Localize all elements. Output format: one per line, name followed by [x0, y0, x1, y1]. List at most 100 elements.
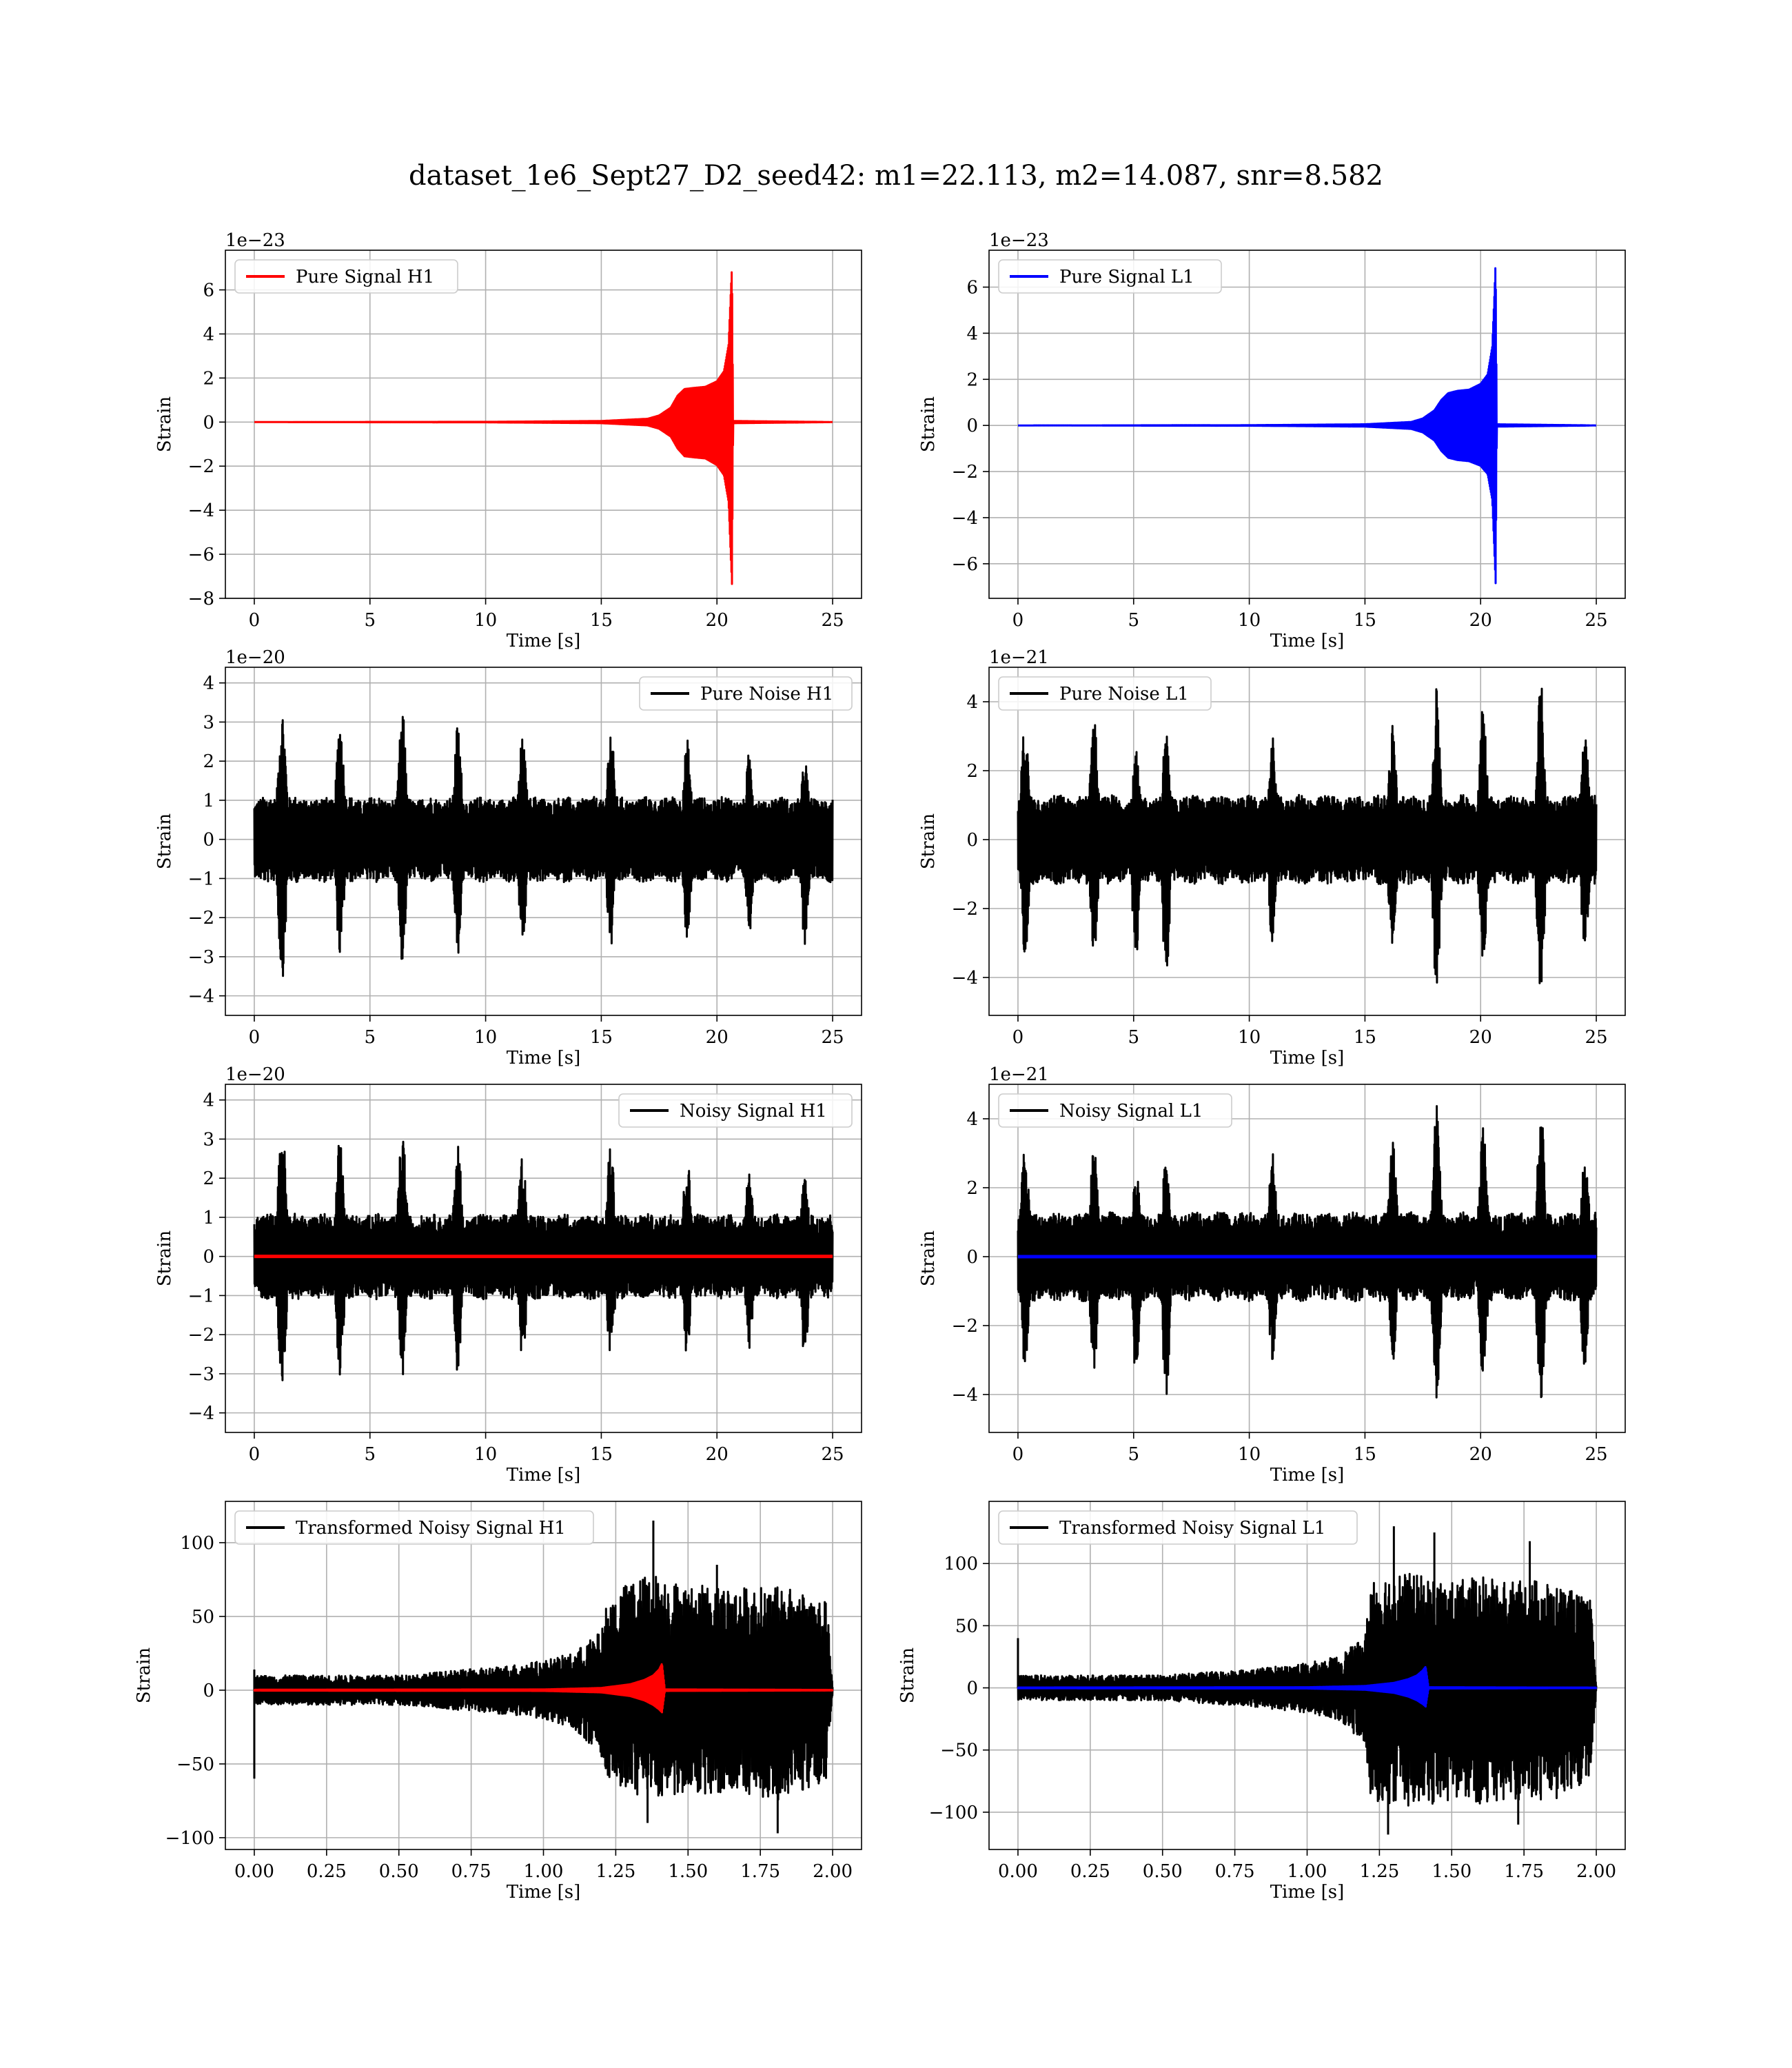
x-tick-label: 1.00: [524, 1861, 564, 1882]
y-tick-label: 0: [966, 830, 978, 851]
y-tick-label: 3: [203, 712, 214, 733]
y-tick-label: −2: [188, 456, 214, 477]
legend: Pure Noise L1: [998, 676, 1212, 711]
x-tick-label: 0: [1012, 1444, 1024, 1465]
plot-area: [1017, 1526, 1598, 1835]
legend: Noisy Signal L1: [998, 1093, 1232, 1128]
y-tick-label: −6: [188, 545, 214, 565]
x-tick-label: 0.50: [1143, 1861, 1183, 1882]
legend-box: [639, 676, 853, 711]
x-tick-label: 15: [590, 610, 613, 631]
legend-label: Noisy Signal H1: [680, 1101, 827, 1122]
offset-label: 1e−23: [225, 230, 285, 251]
x-tick-label: 0.75: [1215, 1861, 1255, 1882]
y-tick-label: −2: [188, 908, 214, 929]
y-tick-label: 50: [955, 1616, 978, 1636]
x-tick-label: 2.00: [1576, 1861, 1616, 1882]
axes-frame: [988, 250, 1626, 599]
plot-area: [253, 1520, 834, 1834]
y-tick-label: 6: [966, 278, 978, 298]
legend: Pure Noise H1: [639, 676, 853, 711]
y-axis-label: Strain: [154, 396, 175, 453]
x-tick-label: 25: [1585, 1444, 1607, 1465]
y-tick-label: −1: [188, 869, 214, 889]
x-tick-label: 15: [1354, 1027, 1376, 1048]
x-axis-label: Time [s]: [1270, 1048, 1345, 1068]
x-tick-label: 25: [1585, 610, 1607, 631]
x-tick-label: 20: [1469, 1027, 1492, 1048]
y-tick-label: 2: [966, 1178, 978, 1199]
y-tick-label: −6: [952, 554, 978, 575]
x-tick-label: 20: [706, 1444, 729, 1465]
y-tick-label: −100: [929, 1803, 978, 1823]
y-tick-label: −1: [188, 1286, 214, 1306]
x-tick-label: 10: [1238, 610, 1261, 631]
legend-label: Pure Noise H1: [700, 684, 833, 704]
plot-area: [253, 716, 834, 977]
axes-frame: [988, 1084, 1626, 1433]
x-tick-label: 1.50: [1432, 1861, 1472, 1882]
x-tick-label: 20: [706, 1027, 729, 1048]
legend-label: Noisy Signal L1: [1059, 1101, 1203, 1122]
legend-box: [234, 259, 458, 294]
x-tick-label: 10: [474, 1444, 497, 1465]
x-tick-label: 0.25: [307, 1861, 347, 1882]
y-tick-label: 4: [966, 692, 978, 713]
legend-box: [998, 1510, 1358, 1545]
y-tick-label: −4: [188, 986, 214, 1007]
x-tick-label: 1.50: [668, 1861, 708, 1882]
x-tick-label: 10: [474, 610, 497, 631]
y-tick-label: 0: [203, 412, 214, 433]
y-tick-label: 4: [203, 324, 214, 345]
y-tick-label: −3: [188, 947, 214, 968]
x-tick-label: 25: [1585, 1027, 1607, 1048]
y-tick-label: −2: [952, 899, 978, 920]
legend: Pure Signal H1: [234, 259, 458, 294]
legend-box: [998, 259, 1222, 294]
x-tick-label: 25: [821, 610, 844, 631]
x-tick-label: 25: [821, 1027, 844, 1048]
legend-label: Pure Signal L1: [1059, 267, 1194, 287]
x-tick-label: 0: [249, 1444, 261, 1465]
x-tick-label: 0.75: [451, 1861, 491, 1882]
x-tick-label: 15: [1354, 1444, 1376, 1465]
series-line: [1017, 687, 1598, 984]
offset-label: 1e−21: [989, 647, 1049, 668]
x-tick-label: 0.00: [998, 1861, 1038, 1882]
x-tick-label: 0.50: [379, 1861, 419, 1882]
y-tick-label: −4: [188, 1403, 214, 1424]
x-axis-label: Time [s]: [1270, 631, 1345, 651]
legend-label: Pure Signal H1: [296, 267, 434, 287]
offset-label: 1e−23: [989, 230, 1049, 251]
x-tick-label: 5: [364, 1444, 376, 1465]
legend: Transformed Noisy Signal H1: [234, 1510, 594, 1545]
y-tick-label: 3: [203, 1129, 214, 1150]
series-line: [253, 1140, 834, 1381]
x-tick-label: 20: [1469, 1444, 1492, 1465]
y-tick-label: 2: [203, 1168, 214, 1189]
plot-area: [1017, 1105, 1598, 1399]
y-tick-label: 1: [203, 1208, 214, 1228]
legend-label: Transformed Noisy Signal L1: [1059, 1518, 1325, 1539]
x-tick-label: 2.00: [813, 1861, 853, 1882]
plot-area: [253, 1140, 834, 1381]
axes-frame: [225, 667, 862, 1016]
x-tick-label: 0.25: [1070, 1861, 1110, 1882]
y-tick-label: 1: [203, 791, 214, 811]
x-tick-label: 5: [1128, 1027, 1139, 1048]
series-line: [1017, 1105, 1598, 1399]
x-tick-label: 20: [706, 610, 729, 631]
y-tick-label: −3: [188, 1364, 214, 1385]
y-tick-label: 4: [966, 323, 978, 344]
legend-box: [998, 676, 1212, 711]
y-tick-label: −4: [952, 508, 978, 529]
legend: Noisy Signal H1: [618, 1093, 853, 1128]
y-tick-label: −50: [176, 1754, 214, 1775]
x-tick-label: 1.75: [1504, 1861, 1544, 1882]
offset-label: 1e−20: [225, 647, 285, 668]
